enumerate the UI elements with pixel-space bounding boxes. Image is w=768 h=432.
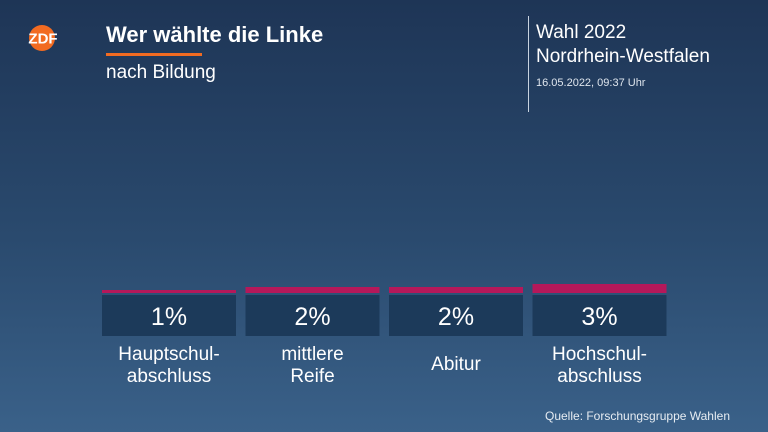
category-label-2-1: mittlere: [281, 344, 343, 365]
bar-2: [245, 287, 380, 293]
zdf-logo: ZDF: [28, 25, 58, 51]
category-label-1-2: abschluss: [127, 366, 212, 387]
timestamp: 16.05.2022, 09:37 Uhr: [536, 77, 646, 89]
value-box-1: [102, 295, 236, 336]
bar-4: [532, 284, 667, 293]
page-title: Wer wählte die Linke: [106, 22, 324, 47]
category-label-2-2: Reife: [290, 366, 334, 387]
source-note: Quelle: Forschungsgruppe Wahlen: [545, 409, 730, 423]
value-label-1: 1%: [151, 303, 187, 331]
value-label-2: 2%: [294, 303, 330, 331]
header-divider: [528, 16, 529, 112]
value-box-4: [532, 295, 667, 336]
category-label-3-1: Abitur: [431, 354, 481, 375]
category-label-1-1: Hauptschul-: [118, 344, 219, 365]
bar-1: [102, 290, 236, 293]
value-box-2: [245, 295, 380, 336]
election-region: Nordrhein-Westfalen: [536, 46, 710, 67]
election-year: Wahl 2022: [536, 22, 627, 43]
title-underline: [106, 53, 202, 56]
value-box-3: [389, 295, 523, 336]
page-subtitle: nach Bildung: [106, 62, 216, 83]
bar-3: [389, 287, 523, 293]
logo-text: ZDF: [28, 31, 57, 48]
value-label-4: 3%: [581, 303, 617, 331]
election-info: Wahl 2022 Nordrhein-Westfalen: [536, 21, 710, 69]
category-label-4-1: Hochschul-: [552, 344, 647, 365]
value-label-3: 2%: [438, 303, 474, 331]
category-label-4-2: abschluss: [557, 366, 642, 387]
